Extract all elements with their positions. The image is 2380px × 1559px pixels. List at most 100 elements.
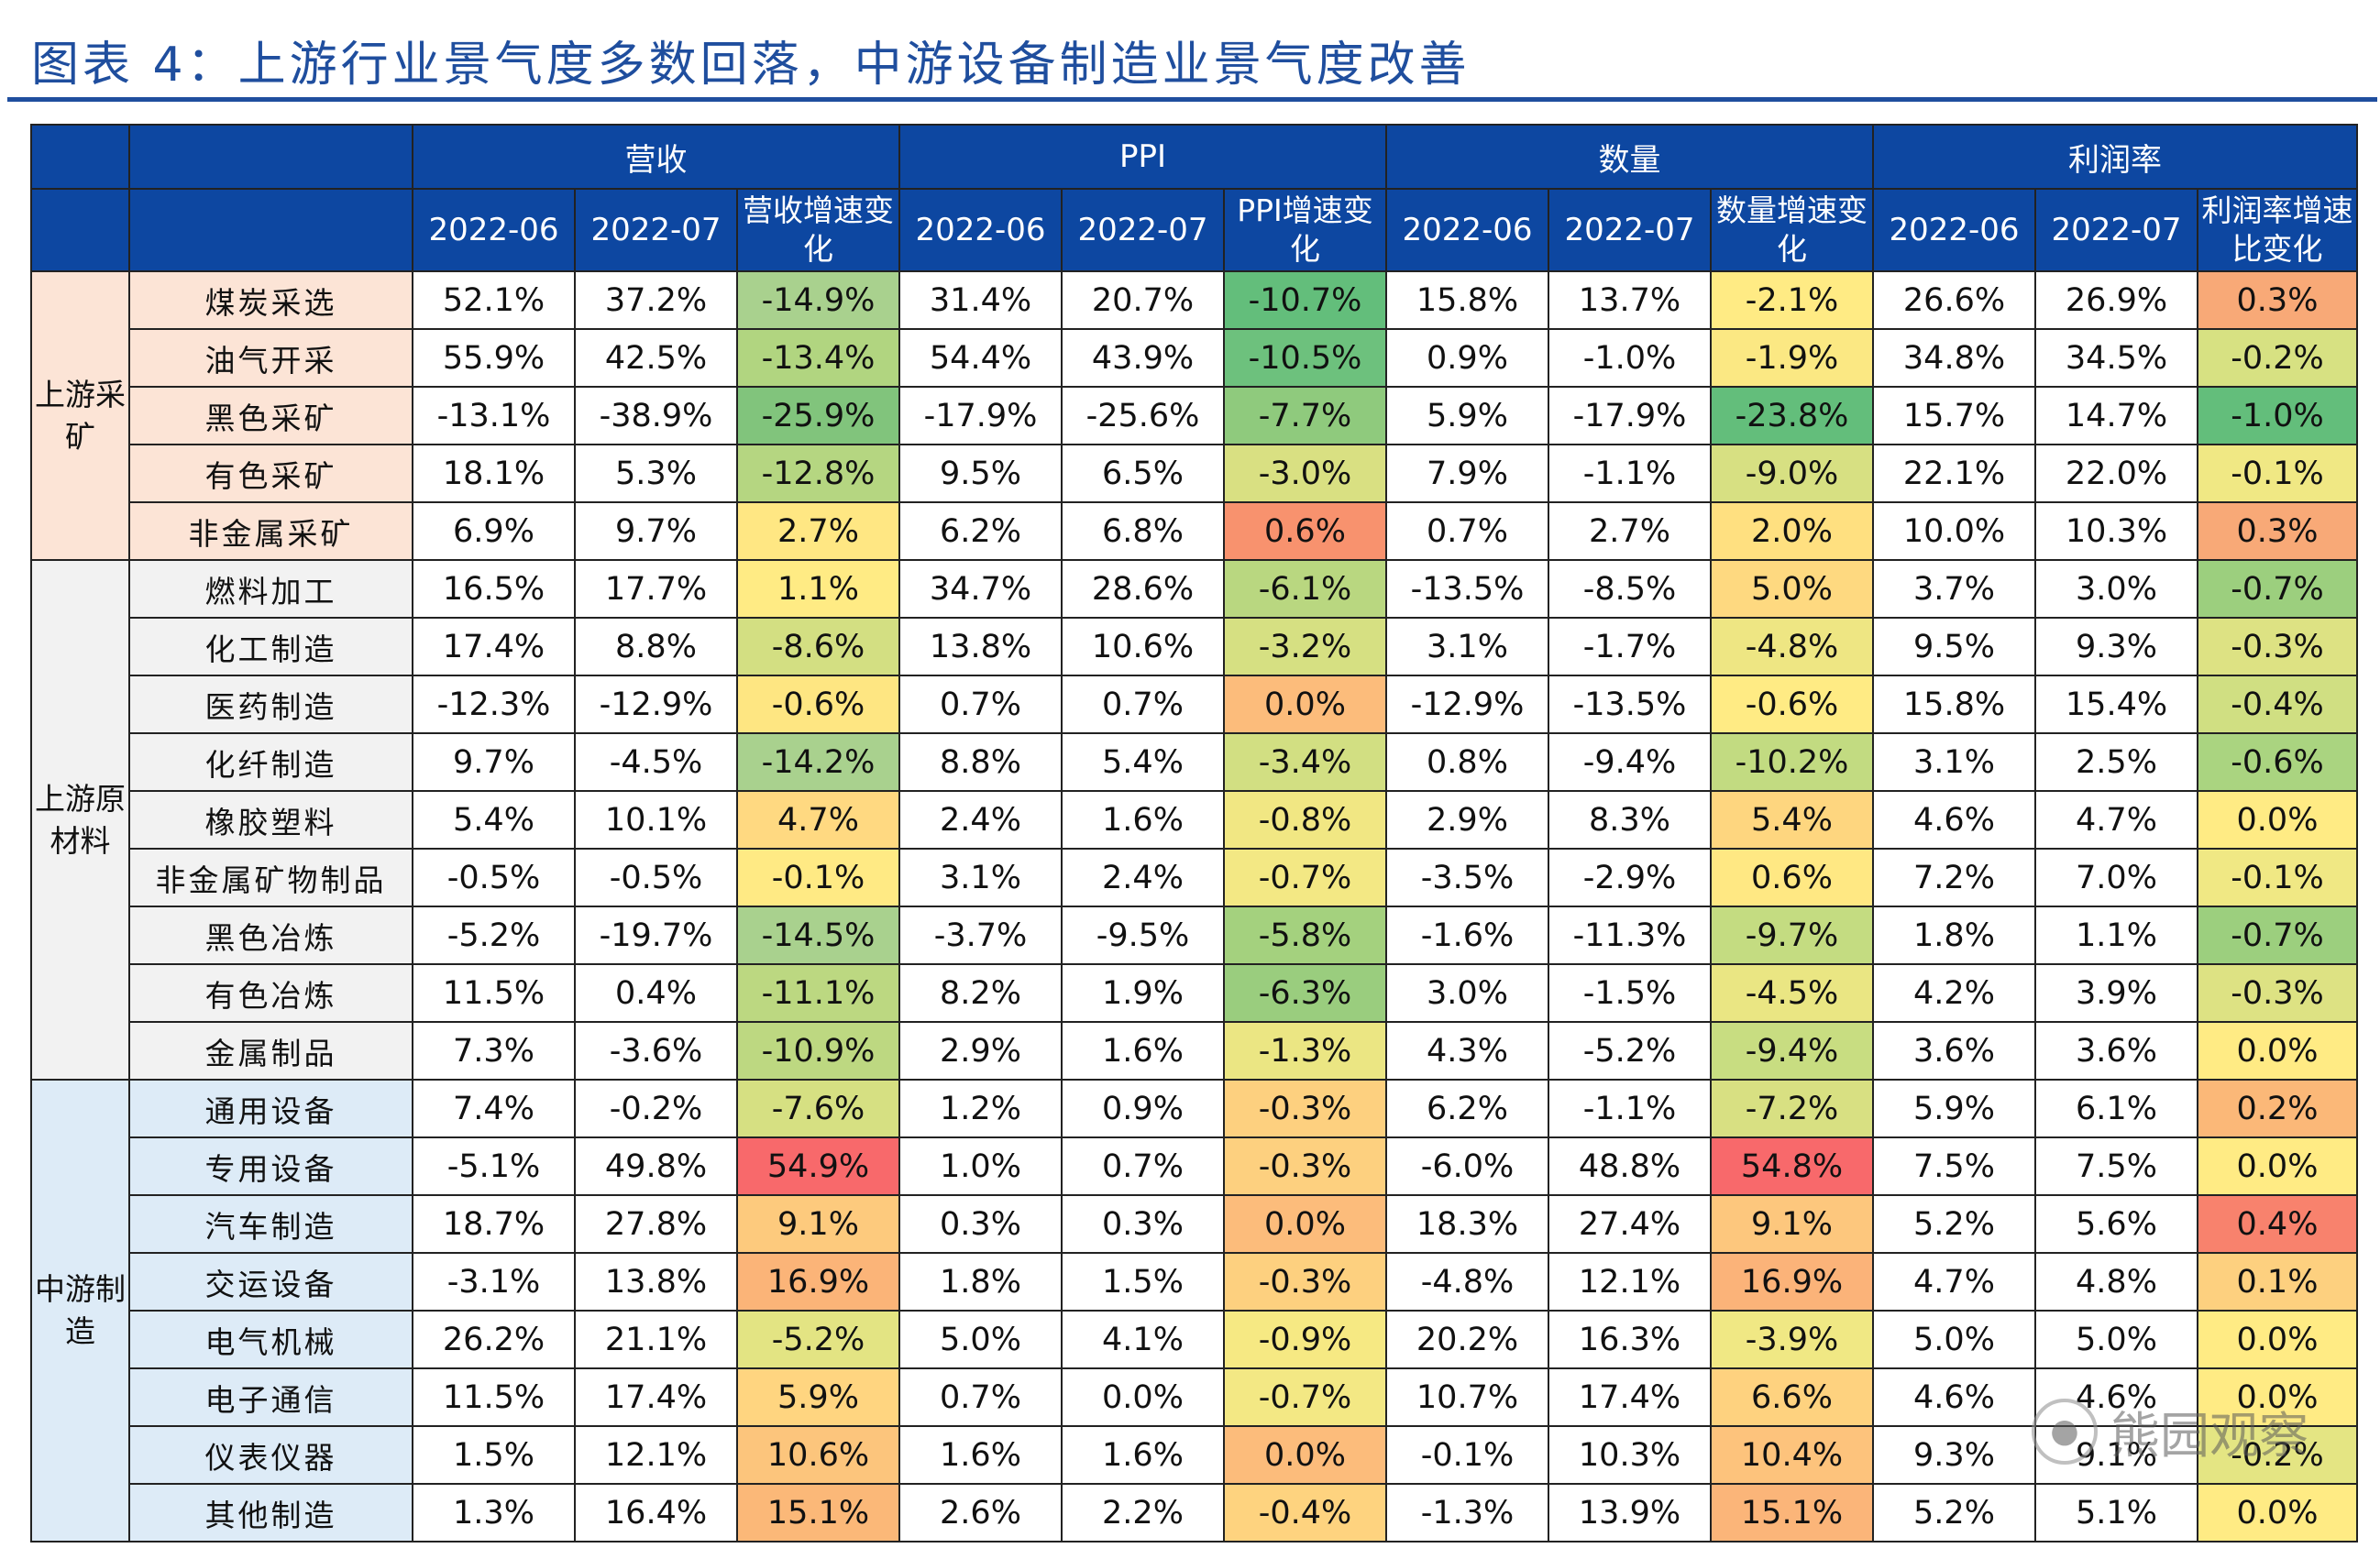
change-cell: -3.4% [1223,732,1387,792]
industry-name: 专用设备 [128,1136,413,1196]
value-cell: 0.8% [1385,732,1549,792]
value-cell: 0.7% [898,1367,1063,1427]
change-cell: 0.0% [2197,1136,2358,1196]
page-title: 图表 4：上游行业景气度多数回落，中游设备制造业景气度改善 [31,38,1471,93]
value-cell: 4.6% [1872,790,2036,850]
value-cell: 8.8% [574,617,738,676]
value-cell: 2.2% [1061,1483,1225,1543]
value-cell: 1.6% [1061,790,1225,850]
change-cell: 4.7% [736,790,900,850]
value-cell: -25.6% [1061,386,1225,445]
value-cell: 52.1% [412,270,576,330]
change-cell: 0.2% [2197,1079,2358,1138]
value-cell: -5.1% [412,1136,576,1196]
change-cell: -2.1% [1710,270,1874,330]
industry-name: 交运设备 [128,1252,413,1312]
industry-name: 有色采矿 [128,444,413,503]
industry-name: 其他制造 [128,1483,413,1543]
change-cell: 6.6% [1710,1367,1874,1427]
value-cell: 34.8% [1872,328,2036,388]
value-cell: 2.9% [1385,790,1549,850]
value-cell: 4.1% [1061,1310,1225,1369]
value-cell: -3.5% [1385,848,1549,907]
change-cell: -0.3% [1223,1252,1387,1312]
value-cell: 1.5% [1061,1252,1225,1312]
value-cell: -1.7% [1548,617,1712,676]
value-cell: 37.2% [574,270,738,330]
industry-name: 汽车制造 [128,1194,413,1254]
value-cell: -8.5% [1548,559,1712,619]
value-cell: 28.6% [1061,559,1225,619]
industry-name: 非金属矿物制品 [128,848,413,907]
value-cell: -5.2% [412,906,576,965]
value-cell: 1.1% [2034,906,2198,965]
value-cell: 0.7% [1061,1136,1225,1196]
value-cell: -1.6% [1385,906,1549,965]
value-cell: 0.9% [1061,1079,1225,1138]
value-cell: 9.1% [2034,1425,2198,1485]
value-cell: -3.1% [412,1252,576,1312]
value-cell: -1.0% [1548,328,1712,388]
change-cell: -10.5% [1223,328,1387,388]
value-cell: 4.7% [1872,1252,2036,1312]
industry-name: 医药制造 [128,675,413,734]
table-row: 电气机械 26.2% 21.1% -5.2% 5.0% 4.1% -0.9% 20.2% 16.… [31,1310,2358,1369]
table-row: 上游采矿 煤炭采选 52.1% 37.2% -14.9% 31.4% 20.7% -10.7%… [30,270,2358,561]
value-cell: 3.6% [1872,1021,2036,1081]
change-cell: 0.0% [1223,1194,1387,1254]
value-cell: -38.9% [574,386,738,445]
value-cell: 4.2% [1872,963,2036,1023]
change-cell: 10.6% [736,1425,900,1485]
value-cell: 5.1% [2034,1483,2198,1543]
table-row: 化工制造 17.4% 8.8% -8.6% 13.8% 10.6% -3.2% 3.1% -1.… [31,617,2358,676]
change-cell: -4.8% [1710,617,1874,676]
change-cell: 1.1% [736,559,900,619]
change-cell: -0.3% [2197,963,2358,1023]
industry-name: 煤炭采选 [128,270,413,330]
value-cell: 1.0% [898,1136,1063,1196]
change-cell: -0.3% [1223,1136,1387,1196]
value-cell: -4.5% [574,732,738,792]
subheader-margin-2022-06: 2022-06 [1872,188,2036,272]
value-cell: 0.0% [1061,1367,1225,1427]
value-cell: 5.6% [2034,1194,2198,1254]
value-cell: 9.7% [412,732,576,792]
subheader-revenue-2022-06: 2022-06 [412,188,576,272]
subheader-quantity-change: 数量增速变化 [1710,188,1874,272]
table-row: 上游原材料 燃料加工 16.5% 17.7% 1.1% 34.7% 28.6% -6.1% -1… [30,559,2358,1081]
change-cell: 0.0% [2197,1483,2358,1543]
change-cell: -0.1% [2197,848,2358,907]
change-cell: -3.2% [1223,617,1387,676]
value-cell: -6.0% [1385,1136,1549,1196]
change-cell: -9.4% [1710,1021,1874,1081]
industry-name: 黑色冶炼 [128,906,413,965]
value-cell: -0.5% [574,848,738,907]
value-cell: 7.5% [2034,1136,2198,1196]
change-cell: 0.0% [2197,1367,2358,1427]
value-cell: 1.6% [1061,1021,1225,1081]
value-cell: 3.0% [2034,559,2198,619]
table-row: 交运设备 -3.1% 13.8% 16.9% 1.8% 1.5% -0.3% -4.8% 12.… [31,1252,2358,1312]
value-cell: 13.8% [574,1252,738,1312]
value-cell: 9.5% [898,444,1063,503]
wechat-icon: ● [2032,1398,2098,1465]
value-cell: 0.3% [1061,1194,1225,1254]
value-cell: 7.4% [412,1079,576,1138]
value-cell: 0.3% [898,1194,1063,1254]
value-cell: 3.1% [898,848,1063,907]
value-cell: -9.4% [1548,732,1712,792]
watermark-text: 熊园观察 [2110,1407,2308,1465]
change-cell: 2.0% [1710,501,1874,561]
value-cell: 7.3% [412,1021,576,1081]
value-cell: 5.0% [898,1310,1063,1369]
table-row: 黑色冶炼 -5.2% -19.7% -14.5% -3.7% -9.5% -5.8% -1.6… [31,906,2358,965]
change-cell: -0.7% [1223,1367,1387,1427]
value-cell: 0.7% [1061,675,1225,734]
value-cell: 54.4% [898,328,1063,388]
header-sub-row: 2022-06 2022-07 营收增速变化 2022-06 2022-07 P… [30,188,2358,272]
value-cell: 2.4% [1061,848,1225,907]
subheader-quantity-2022-07: 2022-07 [1548,188,1712,272]
value-cell: 0.4% [574,963,738,1023]
value-cell: -0.5% [412,848,576,907]
value-cell: 8.3% [1548,790,1712,850]
